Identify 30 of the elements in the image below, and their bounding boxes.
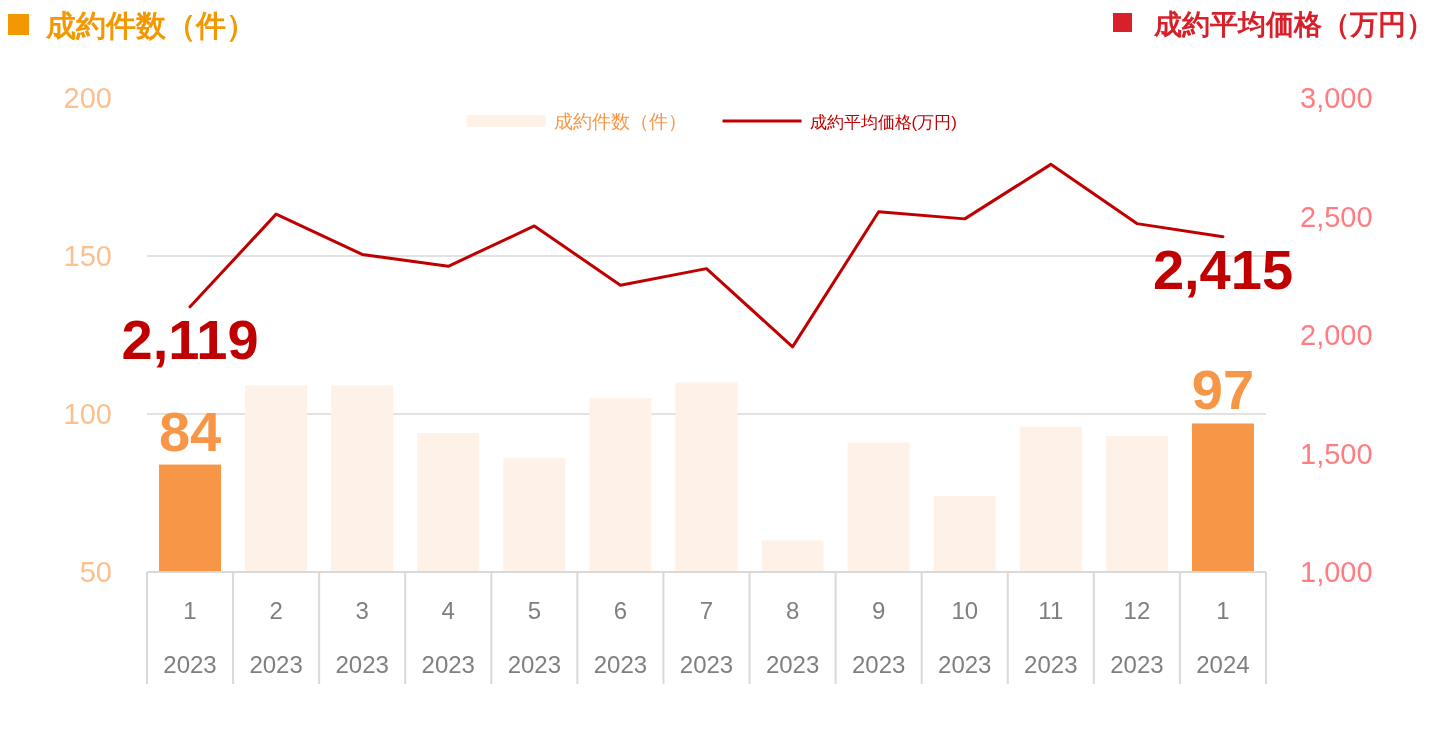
x-tick-label: 5 2023	[507, 597, 562, 678]
x-tick-label: 12 2023	[1110, 597, 1164, 678]
data-label: 97	[1191, 358, 1255, 422]
y2-tick-label: 2,500	[1300, 200, 1373, 233]
y2-axis-title: 成約平均価格（万円）	[1153, 9, 1434, 40]
x-tick-label: 1 2024	[1196, 597, 1250, 678]
y-tick-label: 150	[63, 240, 112, 272]
y2-tick-label: 2,000	[1300, 319, 1373, 351]
data-label: 2,119	[121, 307, 259, 371]
y-tick-label: 200	[63, 82, 112, 114]
y2-tick-label: 3,000	[1300, 82, 1373, 114]
y2-tick-label: 1,500	[1300, 437, 1373, 470]
x-tick-label: 9 2023	[851, 597, 906, 678]
x-tick-label: 2 2023	[249, 597, 303, 678]
x-tick-label: 6 2023	[593, 597, 648, 678]
y-tick-label: 50	[79, 556, 112, 588]
x-tick-label: 10 2023	[938, 597, 992, 678]
legend-label: 成約平均価格(万円)	[809, 113, 957, 132]
y-tick-label: 100	[63, 398, 112, 430]
data-label: 84	[158, 399, 222, 463]
legend-label: 成約件数（件）	[553, 111, 687, 132]
x-tick-label: 8 2023	[765, 597, 820, 678]
x-tick-label: 4 2023	[421, 597, 475, 678]
x-tick-label: 11 2023	[1024, 597, 1078, 678]
y2-tick-label: 1,000	[1300, 556, 1373, 588]
x-tick-label: 7 2023	[679, 597, 734, 678]
x-tick-label: 3 2023	[335, 597, 389, 678]
data-label: 2,415	[1152, 237, 1294, 301]
y-axis-title: 成約件数（件）	[45, 9, 256, 42]
x-tick-label: 1 2023	[163, 597, 217, 678]
